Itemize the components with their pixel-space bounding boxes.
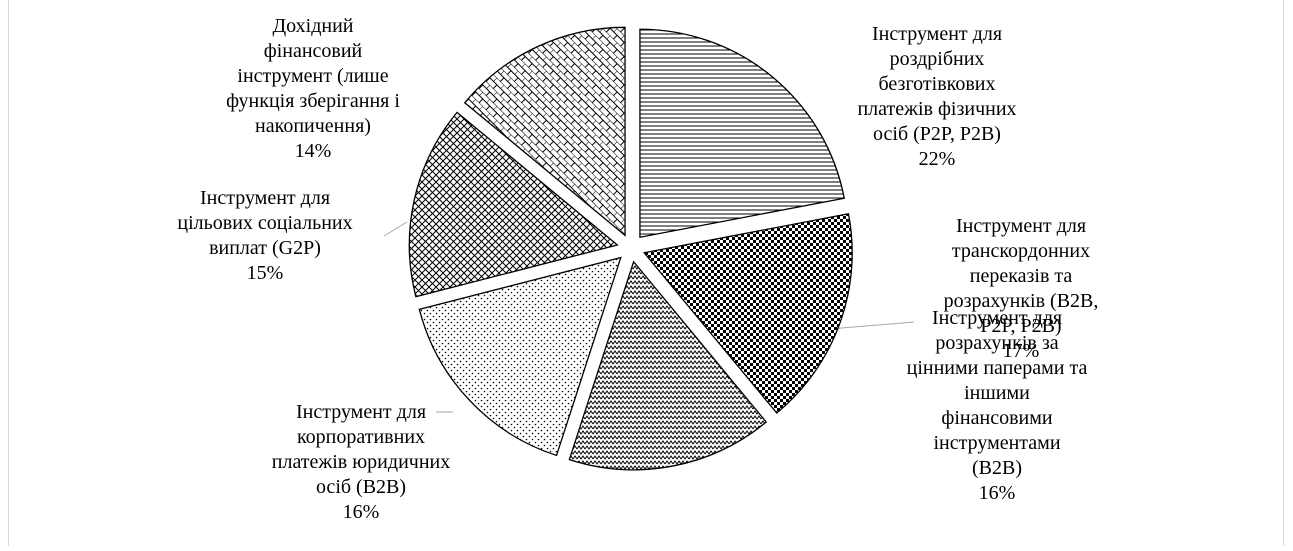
slice-label-line: Інструмент для [200, 187, 330, 209]
slice-label-line: роздрібних [890, 48, 985, 70]
slice-label-line: іншими [964, 382, 1030, 404]
pie-slice [568, 260, 768, 471]
slice-label: Дохідний фінансовий інструмент (лише функці… [226, 15, 400, 162]
chart-frame: Інструмент для роздрібних безготівкових пла… [8, 0, 1284, 546]
slice-label: Інструмент для розрахунків за цінними папе… [907, 307, 1088, 504]
slice-label-line: Інструмент для [872, 23, 1002, 45]
slice-label: Інструмент для корпоративних платежів юрид… [272, 401, 450, 523]
pie-slice [639, 28, 846, 238]
slice-label-line: розрахунків за [935, 332, 1058, 354]
slice-label-line: фінансовими [941, 407, 1052, 429]
slice-label-line: безготівкових [879, 73, 996, 95]
slice-label-line: корпоративних [297, 426, 425, 448]
slice-label-line: Інструмент для [296, 401, 426, 423]
slice-label: Інструмент для цільових соціальних виплат … [177, 187, 352, 284]
leader-line [383, 221, 408, 237]
slice-percent: 14% [295, 140, 332, 162]
slice-label: Інструмент для роздрібних безготівкових пла… [857, 23, 1016, 170]
slice-percent: 17% [1003, 340, 1040, 362]
slice-label-line: цільових соціальних [177, 212, 352, 234]
slice-label-line: інструментами [933, 432, 1060, 454]
pie-slice [408, 111, 619, 298]
slice-percent: 22% [919, 148, 956, 170]
slice-label-line: переказів та [970, 265, 1073, 287]
pie-slice [463, 26, 626, 237]
slice-percent: 16% [343, 501, 380, 523]
slice-label-line: Інструмент для [932, 307, 1062, 329]
slice-label-line: виплат (G2P) [209, 237, 321, 259]
slice-label-line: осіб (B2B) [316, 476, 406, 498]
slice-percent: 16% [979, 482, 1016, 504]
slice-label-line: інструмент (лише [237, 65, 388, 87]
slice-label-line: Інструмент для [956, 215, 1086, 237]
pie-slice [642, 213, 853, 414]
slice-label-line: транскордонних [952, 240, 1090, 262]
slice-label-line: фінансовий [264, 40, 363, 62]
slice-labels: Інструмент для роздрібних безготівкових пла… [177, 15, 1098, 523]
slice-label-line: розрахунків (B2B, [944, 290, 1099, 312]
pie-chart: Інструмент для роздрібних безготівкових пла… [177, 15, 1098, 523]
slice-label: Інструмент для транскордонних переказів та… [944, 215, 1099, 362]
slice-label-line: цінними паперами та [907, 357, 1088, 379]
slice-label-line: функція зберігання і [226, 90, 400, 112]
slice-label-line: (B2B) [972, 457, 1022, 479]
slice-label-line: осіб (P2P, P2B) [873, 123, 1001, 145]
pie-slices [408, 26, 853, 471]
slice-label-line: платежів фізичних [857, 98, 1016, 120]
slice-percent: 15% [247, 262, 284, 284]
slice-label-line: P2P, P2B) [980, 315, 1061, 337]
pie-slice [418, 256, 622, 457]
slice-label-line: платежів юридичних [272, 451, 450, 473]
slice-label-line: накопичення) [255, 115, 371, 137]
slice-label-line: Дохідний [273, 15, 354, 37]
